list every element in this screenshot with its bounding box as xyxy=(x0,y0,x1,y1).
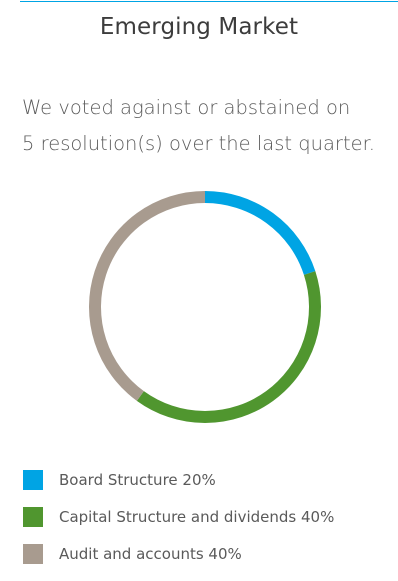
donut-slice-audit-and-accounts xyxy=(89,191,206,401)
legend-swatch xyxy=(23,507,43,527)
legend-item-capital-structure: Capital Structure and dividends 40% xyxy=(23,507,393,527)
legend-label: Audit and accounts 40% xyxy=(59,545,242,563)
chart-legend: Board Structure 20% Capital Structure and… xyxy=(23,470,393,581)
summary-line-1: We voted against or abstained on xyxy=(22,96,351,119)
legend-swatch xyxy=(23,544,43,564)
legend-item-audit-and-accounts: Audit and accounts 40% xyxy=(23,544,393,564)
summary-line-2: 5 resolution(s) over the last quarter. xyxy=(22,132,376,155)
legend-item-board-structure: Board Structure 20% xyxy=(23,470,393,490)
donut-slice-capital-structure xyxy=(136,271,321,423)
donut-chart xyxy=(89,191,321,423)
chart-title: Emerging Market xyxy=(99,14,299,40)
top-divider xyxy=(20,1,398,2)
legend-label: Capital Structure and dividends 40% xyxy=(59,508,335,526)
donut-slice-board-structure xyxy=(204,191,316,275)
legend-swatch xyxy=(23,470,43,490)
legend-label: Board Structure 20% xyxy=(59,471,216,489)
voting-summary: We voted against or abstained on 5 resol… xyxy=(22,90,398,162)
